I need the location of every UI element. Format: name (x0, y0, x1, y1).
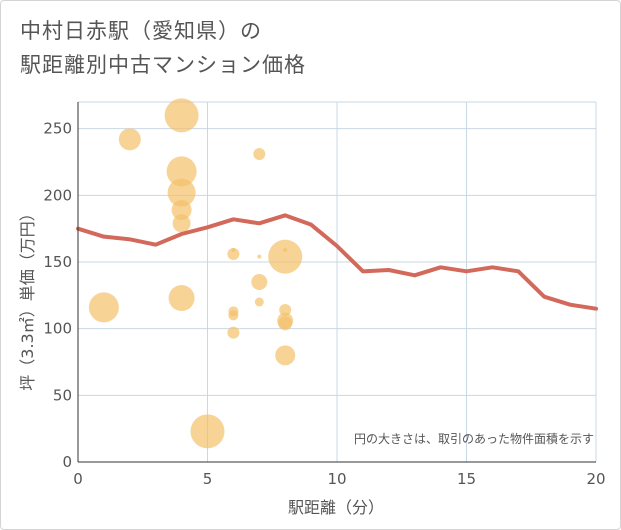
y-tick-label: 250 (43, 120, 72, 138)
data-bubble (228, 310, 239, 321)
data-bubble (257, 254, 262, 259)
data-bubble (168, 285, 195, 311)
data-bubble (254, 297, 264, 307)
average-line-series (76, 213, 598, 311)
grid-lines (78, 101, 597, 462)
chart-title: 中村日赤駅（愛知県）の 駅距離別中古マンション価格 (20, 14, 306, 82)
bubble-size-note: 円の大きさは、取引のあった物件面積を示す (354, 431, 594, 446)
data-bubble (251, 274, 268, 290)
y-tick-label: 50 (53, 386, 72, 404)
average-price-line (76, 213, 598, 311)
data-bubble (283, 248, 288, 252)
data-bubble (171, 200, 192, 220)
data-bubble (166, 156, 197, 187)
axes: 0 50 100 150 200 250 0 5 10 15 20 (43, 102, 606, 488)
data-bubble (227, 326, 240, 339)
x-axis-label: 駅距離（分） (288, 498, 384, 517)
y-tick-label: 200 (43, 186, 72, 204)
data-bubble (279, 304, 292, 316)
data-bubble (118, 128, 141, 151)
y-tick-label: 0 (62, 453, 72, 471)
x-tick-label: 5 (203, 470, 213, 488)
data-bubble (231, 248, 236, 252)
x-tick-label: 20 (586, 470, 605, 488)
data-bubble (172, 214, 191, 233)
chart-title-line2: 駅距離別中古マンション価格 (20, 53, 306, 77)
y-axis-label: 坪（3.3㎡）単価（万円） (18, 205, 37, 390)
x-tick-label: 15 (457, 470, 476, 488)
data-bubble (164, 98, 199, 133)
data-bubble (278, 316, 293, 331)
data-bubble (167, 178, 196, 207)
data-bubble (268, 239, 303, 274)
data-bubble (190, 414, 225, 449)
bubble-series (88, 98, 303, 449)
data-bubble (275, 345, 296, 366)
data-bubble (227, 248, 240, 260)
data-bubble (253, 148, 266, 160)
x-tick-label: 10 (327, 470, 346, 488)
y-tick-label: 150 (43, 253, 72, 271)
chart-title-line1: 中村日赤駅（愛知県）の (20, 19, 262, 43)
x-tick-label: 0 (73, 470, 83, 488)
data-bubble (88, 292, 119, 323)
y-tick-label: 100 (43, 320, 72, 338)
